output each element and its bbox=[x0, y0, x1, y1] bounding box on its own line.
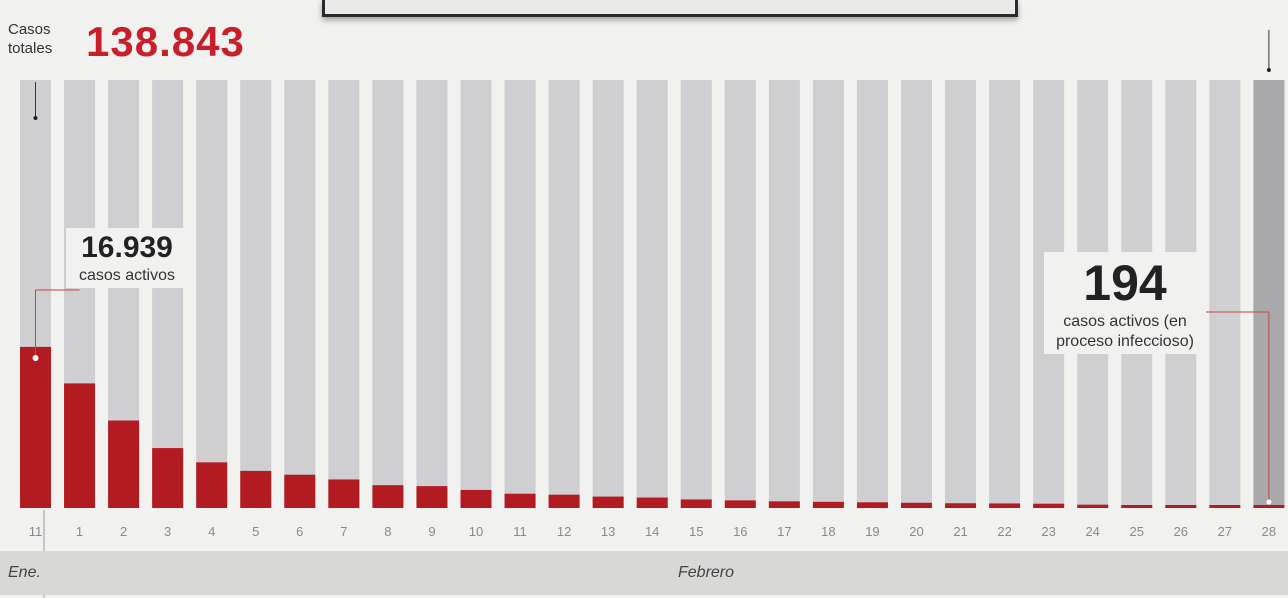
active-leader-line-end bbox=[1196, 311, 1270, 500]
active-cases-bar bbox=[1165, 505, 1197, 508]
active-cases-bar bbox=[989, 503, 1021, 508]
total-cases-bar bbox=[284, 80, 316, 508]
active-cases-bar bbox=[196, 462, 228, 508]
active-leader-dot bbox=[32, 355, 39, 361]
total-cases-bar bbox=[1209, 80, 1241, 508]
active-cases-start-value: 16.939 bbox=[81, 231, 173, 264]
active-cases-bar bbox=[636, 497, 668, 508]
header-box bbox=[322, 0, 1018, 17]
total-cases-bar bbox=[945, 80, 977, 508]
active-cases-bar bbox=[1209, 505, 1241, 508]
total-cases-bar bbox=[768, 80, 800, 508]
month-band bbox=[0, 551, 1288, 595]
active-cases-bar bbox=[548, 494, 580, 508]
active-cases-bar bbox=[901, 502, 932, 508]
total-cases-bar bbox=[901, 80, 932, 508]
active-cases-bar bbox=[1077, 504, 1109, 508]
x-tick-label: 12 bbox=[557, 524, 571, 539]
x-tick-label: 8 bbox=[384, 524, 391, 539]
x-tick-label: 24 bbox=[1085, 524, 1099, 539]
x-tick-label: 7 bbox=[340, 524, 347, 539]
month-label-february: Febrero bbox=[678, 564, 735, 581]
active-cases-bar bbox=[812, 501, 844, 508]
x-tick-label: 22 bbox=[997, 524, 1011, 539]
x-tick-label: 19 bbox=[865, 524, 879, 539]
active-cases-bar bbox=[152, 448, 184, 508]
active-cases-bar bbox=[416, 486, 448, 508]
active-cases-bar bbox=[64, 383, 96, 508]
active-cases-bar bbox=[20, 346, 51, 508]
active-cases-start-annotation: 16.939 casos activos bbox=[66, 228, 188, 288]
total-cases-bar bbox=[548, 80, 580, 508]
active-cases-bar bbox=[1253, 505, 1285, 508]
total-cases-bar bbox=[372, 80, 404, 508]
total-leader-dot bbox=[33, 116, 38, 120]
x-tick-label: 27 bbox=[1218, 524, 1232, 539]
x-tick-label: 10 bbox=[469, 524, 483, 539]
total-cases-bar bbox=[724, 80, 756, 508]
active-cases-bar bbox=[945, 503, 977, 508]
total-cases-value: 138.843 bbox=[86, 18, 245, 65]
active-cases-bar bbox=[328, 479, 360, 508]
active-cases-end-text: casos activos (en proceso infeccioso) bbox=[1056, 313, 1194, 350]
x-tick-label: 14 bbox=[645, 524, 659, 539]
total-cases-label: Casos totales bbox=[8, 21, 53, 57]
x-tick-label: 23 bbox=[1041, 524, 1055, 539]
x-tick-label: 11 bbox=[29, 524, 43, 539]
x-tick-label: 18 bbox=[821, 524, 835, 539]
x-tick-label: 5 bbox=[252, 524, 259, 539]
active-cases-bar bbox=[1121, 505, 1153, 508]
total-cases-bar bbox=[152, 80, 184, 508]
active-cases-bar bbox=[1033, 503, 1065, 508]
active-cases-bar bbox=[856, 502, 888, 508]
total-cases-bar bbox=[636, 80, 668, 508]
x-tick-label: 9 bbox=[428, 524, 435, 539]
active-cases-bar bbox=[284, 474, 316, 508]
total-cases-bar bbox=[680, 80, 712, 508]
total-cases-bar bbox=[592, 80, 624, 508]
active-cases-bar bbox=[724, 500, 756, 508]
x-tick-label: 4 bbox=[208, 524, 215, 539]
x-tick-label: 11 bbox=[513, 524, 527, 539]
total-cases-bar bbox=[460, 80, 492, 508]
x-tick-label: 15 bbox=[689, 524, 703, 539]
active-cases-bar bbox=[240, 470, 272, 508]
x-tick-label: 28 bbox=[1262, 524, 1276, 539]
active-cases-bar bbox=[768, 501, 800, 508]
active-cases-bar bbox=[592, 496, 624, 508]
active-cases-bar bbox=[504, 493, 536, 508]
x-tick-label: 26 bbox=[1174, 524, 1188, 539]
x-tick-label: 25 bbox=[1130, 524, 1144, 539]
total-cases-bar bbox=[856, 80, 888, 508]
total-cases-bar bbox=[328, 80, 360, 508]
active-leader-line bbox=[35, 289, 80, 356]
active-cases-end-annotation: 194 casos activos (en proceso infeccioso… bbox=[1044, 252, 1206, 354]
total-cases-bar bbox=[504, 80, 536, 508]
active-leader-dot-end bbox=[1266, 499, 1272, 505]
total-leader-dot-end bbox=[1266, 68, 1271, 72]
total-cases-bar bbox=[416, 80, 448, 508]
total-cases-bar bbox=[812, 80, 844, 508]
active-cases-end-value: 194 bbox=[1083, 255, 1167, 311]
active-cases-bar bbox=[680, 499, 712, 508]
active-cases-bar bbox=[372, 485, 404, 508]
x-tick-label: 2 bbox=[120, 524, 127, 539]
total-cases-bar bbox=[196, 80, 228, 508]
x-tick-label: 1 bbox=[76, 524, 83, 539]
x-tick-label: 20 bbox=[909, 524, 923, 539]
x-tick-label: 13 bbox=[601, 524, 615, 539]
month-label-january: Ene. bbox=[8, 564, 41, 581]
active-cases-start-text: casos activos bbox=[78, 267, 176, 284]
active-cases-bar bbox=[108, 420, 140, 508]
x-tick-label: 3 bbox=[164, 524, 171, 539]
x-tick-label: 16 bbox=[733, 524, 747, 539]
total-cases-bar bbox=[989, 80, 1021, 508]
x-tick-label: 6 bbox=[296, 524, 303, 539]
total-cases-bar bbox=[240, 80, 272, 508]
x-tick-label: 21 bbox=[953, 524, 967, 539]
active-cases-bar bbox=[460, 489, 492, 508]
x-tick-label: 17 bbox=[777, 524, 791, 539]
